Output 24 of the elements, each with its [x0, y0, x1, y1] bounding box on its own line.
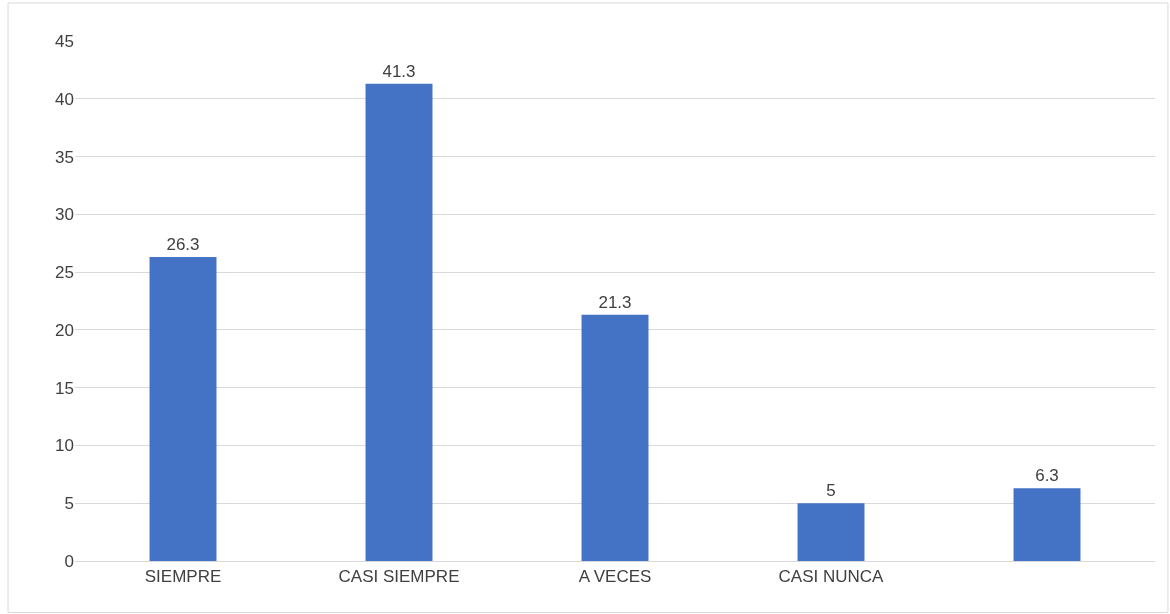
- y-tick-label: 5: [64, 494, 74, 514]
- x-tick-label: CASI NUNCA: [778, 567, 885, 587]
- data-label: 21.3: [598, 292, 632, 312]
- data-label: 6.3: [1035, 466, 1059, 486]
- bar: [1013, 488, 1081, 561]
- bar: [581, 314, 649, 561]
- y-tick-label: 40: [55, 89, 74, 109]
- y-tick-label: 35: [55, 147, 74, 167]
- data-label: 5: [826, 481, 836, 501]
- data-label: 26.3: [166, 235, 200, 255]
- y-tick-label: 45: [55, 31, 74, 51]
- y-tick-label: 30: [55, 205, 74, 225]
- x-tick-label: CASI SIEMPRE: [338, 567, 460, 587]
- bar: [365, 83, 433, 561]
- y-tick-label: 10: [55, 436, 74, 456]
- bar: [797, 503, 865, 561]
- y-tick-label: 0: [64, 551, 74, 571]
- y-tick-label: 25: [55, 263, 74, 283]
- bar: [149, 257, 217, 561]
- x-tick-label: A VECES: [578, 567, 652, 587]
- data-label: 41.3: [382, 61, 416, 81]
- y-tick-label: 20: [55, 320, 74, 340]
- y-tick-label: 15: [55, 378, 74, 398]
- x-tick-label: SIEMPRE: [144, 567, 222, 587]
